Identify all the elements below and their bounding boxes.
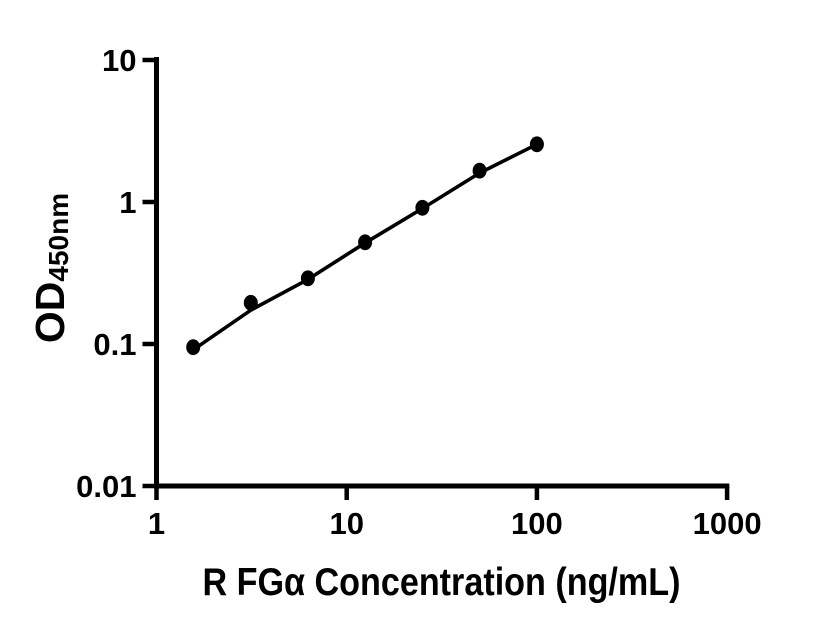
series-layer: [186, 136, 544, 356]
data-point: [358, 234, 373, 251]
data-point: [415, 199, 430, 216]
data-point: [186, 339, 201, 356]
x-tick-label: 1000: [693, 506, 762, 541]
data-point: [472, 162, 487, 179]
y-tick-label: 10: [102, 43, 136, 78]
y-axis-title-main: OD: [27, 282, 73, 344]
y-axis-title: OD450nm: [27, 193, 74, 343]
x-tick-label: 10: [329, 506, 363, 541]
y-tick-label: 1: [119, 185, 136, 220]
x-axis-title: R FGα Concentration (ng/mL): [203, 561, 681, 604]
x-tick-label: 1: [148, 506, 165, 541]
y-tick-label: 0.1: [93, 327, 136, 362]
data-point: [529, 136, 544, 153]
axes-layer: 0.01 0.1 1 10 1 10 100 1000: [76, 43, 761, 541]
x-tick-label: 100: [511, 506, 563, 541]
y-tick-label: 0.01: [76, 469, 136, 504]
data-point: [243, 294, 258, 311]
y-axis-title-subscript: 450nm: [43, 193, 74, 282]
data-point: [300, 270, 315, 287]
